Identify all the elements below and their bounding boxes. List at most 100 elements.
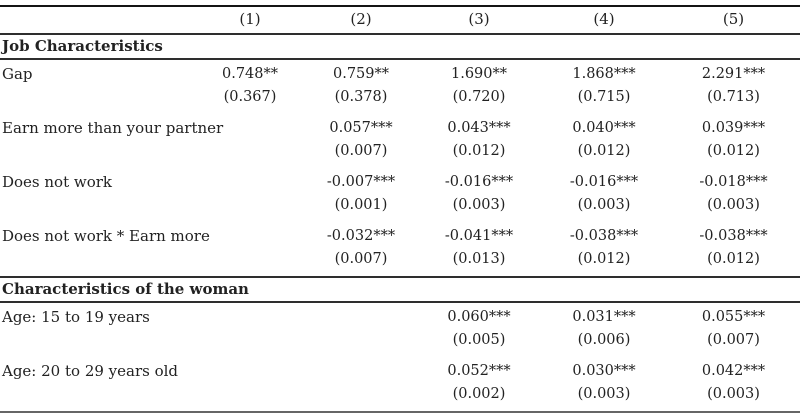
row-label: Gap — [2, 65, 33, 83]
standard-error-value: (0.012) — [452, 143, 506, 159]
table-row-earn-more: Earn more than your partner 0.057*** (0.… — [0, 114, 800, 168]
coefficient-value: 0.039*** — [701, 120, 766, 136]
column-header-row: (1) (2) (3) (4) (5) — [0, 6, 800, 35]
coefficient-value — [195, 171, 305, 194]
coefficient-value — [305, 360, 417, 383]
coefficient-value: 0.042*** — [701, 363, 766, 379]
cell: -0.032*** (0.007) — [305, 222, 417, 277]
coefficient-value: 0.031*** — [572, 309, 636, 325]
section-title: Job Characteristics — [0, 33, 800, 60]
coefficient-value: 0.040*** — [572, 120, 636, 136]
standard-error-value: (0.001) — [334, 197, 388, 213]
row-label: Does not work * Earn more — [2, 227, 210, 245]
coefficient-value: 1.690** — [450, 66, 507, 82]
standard-error-value: (0.715) — [577, 89, 631, 105]
coefficient-value: 0.057*** — [329, 120, 393, 136]
standard-error-value: (0.012) — [577, 251, 631, 267]
standard-error-value: (0.007) — [707, 332, 760, 348]
section-title: Characteristics of the woman — [0, 276, 800, 303]
cell: 0.039*** (0.012) — [667, 114, 800, 168]
standard-error-value — [305, 383, 417, 406]
cell: -0.041*** (0.013) — [417, 222, 541, 277]
standard-error-value: (0.720) — [452, 89, 506, 105]
standard-error-value — [195, 329, 305, 352]
coefficient-value: 0.043*** — [447, 120, 511, 136]
cell: 0.748** (0.367) — [195, 59, 305, 114]
row-label: Age: 15 to 19 years — [2, 308, 150, 326]
cell: 0.043*** (0.012) — [417, 114, 541, 168]
standard-error-value: (0.012) — [707, 251, 760, 267]
standard-error-value: (0.003) — [707, 386, 760, 402]
cell — [195, 222, 305, 277]
cell: -0.038*** (0.012) — [541, 222, 667, 277]
coefficient-value: 0.030*** — [572, 363, 636, 379]
coefficient-value: -0.016*** — [569, 174, 639, 190]
row-label: Does not work — [2, 173, 113, 191]
section-header-job-characteristics: Job Characteristics — [0, 33, 800, 60]
coefficient-value: 0.052*** — [447, 363, 511, 379]
cell — [305, 302, 417, 357]
coefficient-value: -0.016*** — [444, 174, 514, 190]
standard-error-value: (0.005) — [452, 332, 506, 348]
standard-error-value — [305, 329, 417, 352]
coefficient-value: -0.018*** — [699, 174, 768, 190]
standard-error-value: (0.007) — [334, 251, 388, 267]
cell: 0.052*** (0.002) — [417, 357, 541, 412]
cell: 0.031*** (0.006) — [541, 302, 667, 357]
coefficient-value — [305, 306, 417, 329]
coefficient-value: -0.038*** — [569, 228, 639, 244]
cell: -0.038*** (0.012) — [667, 222, 800, 277]
table-row-age-15-19: Age: 15 to 19 years 0.060*** (0.005) 0.0… — [0, 302, 800, 357]
cell: 0.759** (0.378) — [305, 59, 417, 114]
cell: 2.291*** (0.713) — [667, 59, 800, 114]
coefficient-value — [195, 360, 305, 383]
cell: 0.055*** (0.007) — [667, 302, 800, 357]
table-row-gap: Gap 0.748** (0.367) 0.759** (0.378) 1.69… — [0, 59, 800, 114]
cell: 1.690** (0.720) — [417, 59, 541, 114]
cell: 0.040*** (0.012) — [541, 114, 667, 168]
cell: -0.018*** (0.003) — [667, 168, 800, 222]
coefficient-value: 0.060*** — [447, 309, 511, 325]
standard-error-value: (0.013) — [452, 251, 506, 267]
coefficient-value: 0.759** — [332, 66, 389, 82]
standard-error-value — [195, 248, 305, 271]
coefficient-value: 2.291*** — [701, 66, 766, 82]
standard-error-value: (0.378) — [334, 89, 388, 105]
coefficient-value: 0.055*** — [701, 309, 766, 325]
cell — [195, 168, 305, 222]
cell: 0.057*** (0.007) — [305, 114, 417, 168]
cell: 0.030*** (0.003) — [541, 357, 667, 412]
standard-error-value: (0.007) — [334, 143, 388, 159]
cell: -0.016*** (0.003) — [417, 168, 541, 222]
cell — [305, 357, 417, 412]
cell — [195, 357, 305, 412]
standard-error-value: (0.006) — [577, 332, 631, 348]
coefficient-value — [195, 306, 305, 329]
cell — [195, 302, 305, 357]
section-header-characteristics-of-the-woman: Characteristics of the woman — [0, 276, 800, 303]
standard-error-value — [195, 383, 305, 406]
cell: -0.016*** (0.003) — [541, 168, 667, 222]
standard-error-value: (0.003) — [452, 197, 506, 213]
coefficient-value: 1.868*** — [572, 66, 636, 82]
column-header-4: (4) — [541, 6, 667, 35]
standard-error-value: (0.012) — [577, 143, 631, 159]
coefficient-value: -0.032*** — [326, 228, 396, 244]
standard-error-value: (0.002) — [452, 386, 506, 402]
corner-cell — [0, 6, 195, 35]
cell: 1.868*** (0.715) — [541, 59, 667, 114]
table-row-age-20-29: Age: 20 to 29 years old 0.052*** (0.002)… — [0, 357, 800, 412]
coefficient-value: -0.007*** — [326, 174, 396, 190]
standard-error-value: (0.003) — [577, 386, 631, 402]
row-label: Age: 20 to 29 years old — [2, 362, 179, 380]
coefficient-value — [195, 225, 305, 248]
column-header-2: (2) — [305, 6, 417, 35]
standard-error-value: (0.713) — [707, 89, 760, 105]
standard-error-value: (0.003) — [707, 197, 760, 213]
standard-error-value: (0.003) — [577, 197, 631, 213]
column-header-3: (3) — [417, 6, 541, 35]
coefficient-value: 0.748** — [221, 66, 278, 82]
regression-table: (1) (2) (3) (4) (5) Job Characteristics … — [0, 5, 800, 413]
standard-error-value: (0.367) — [223, 89, 277, 105]
